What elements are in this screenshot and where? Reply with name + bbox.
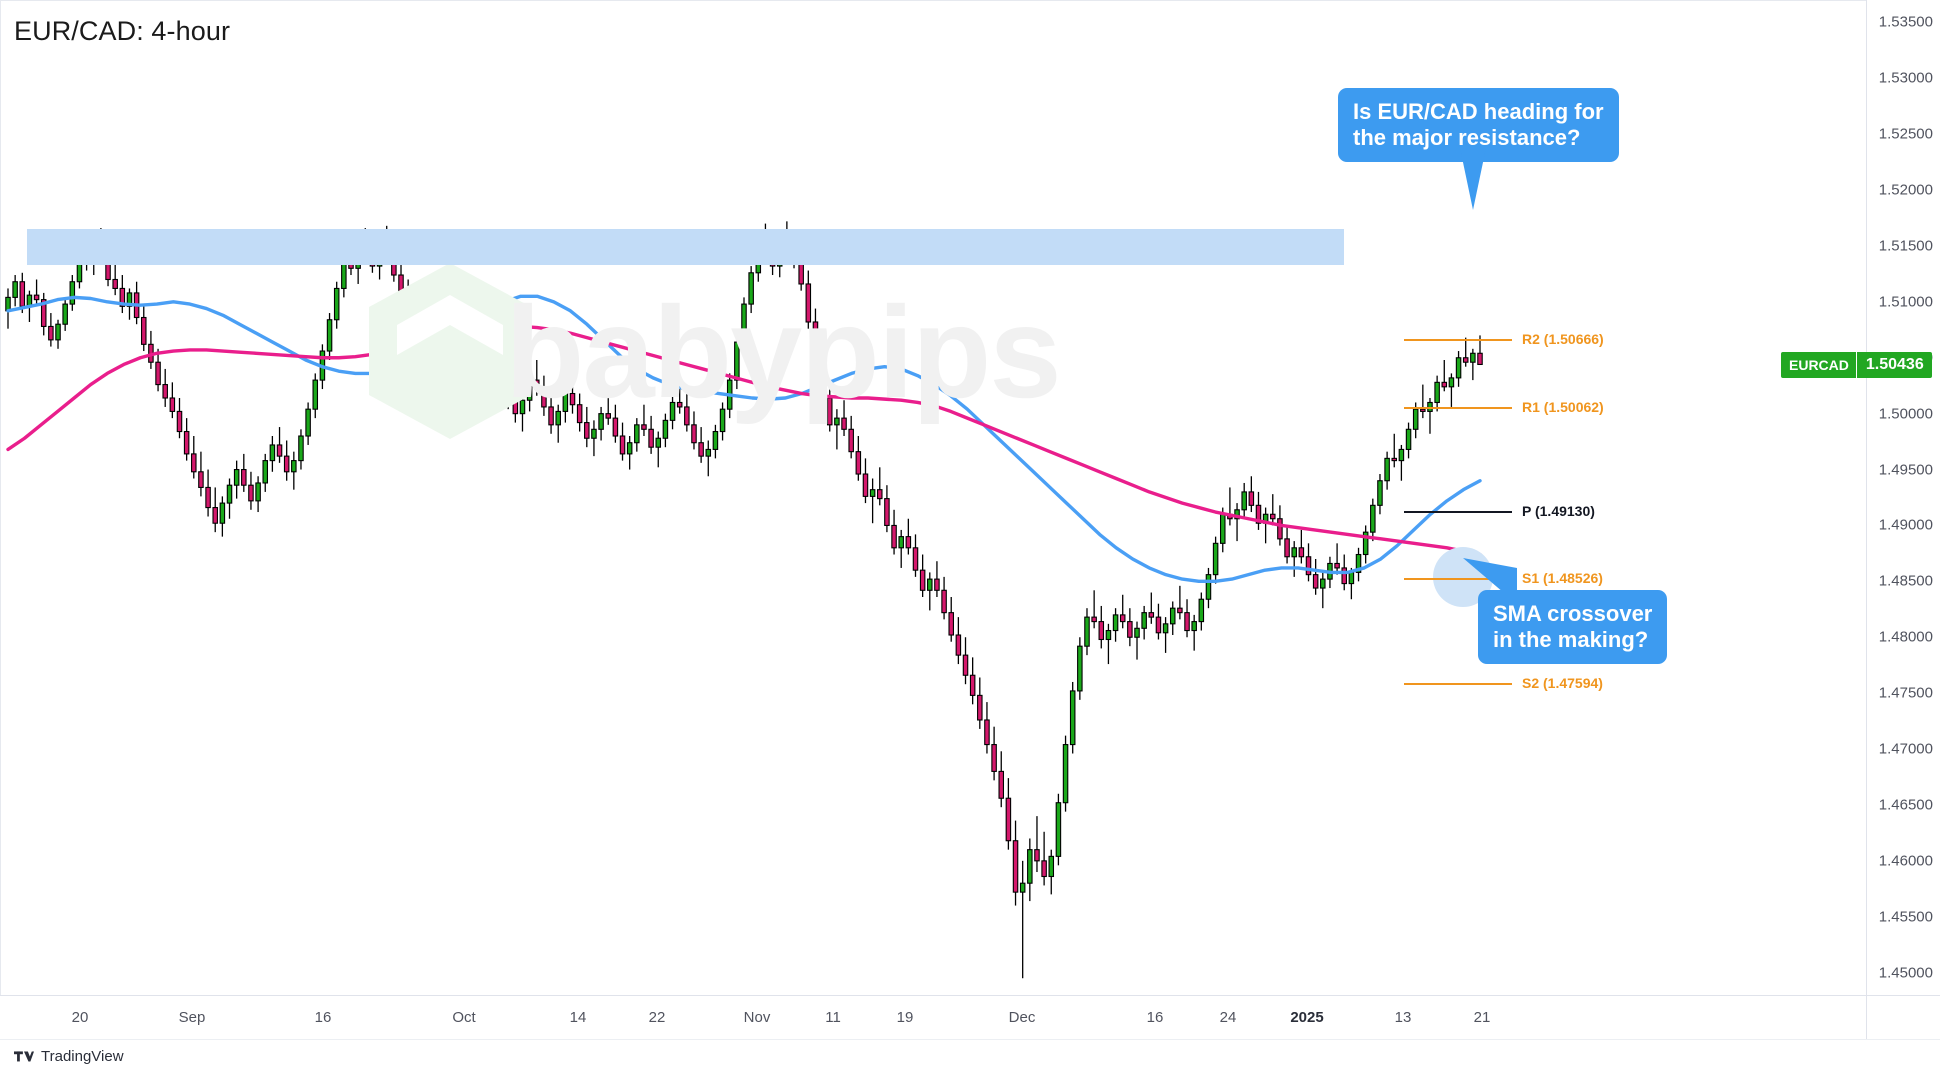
price-axis[interactable]: 1.53500 1.53000 1.52500 1.52000 1.51500 1.510… [1781,0,1940,995]
pivot-line-r2 [1404,339,1512,342]
time-tick-label: Nov [743,1009,771,1026]
pivot-label-s2: S2 (1.47594) [1522,674,1603,691]
price-tick-label: 1.48000 [1878,628,1933,646]
pivot-line-s1 [1404,578,1512,581]
tradingview-branding[interactable]: TradingView [14,1048,124,1065]
price-tick-label: 1.46500 [1878,796,1933,814]
time-tick-label: 22 [648,1009,666,1026]
pane-top-border [0,0,1866,1]
price-tick-label: 1.50000 [1878,405,1933,423]
sma-callout-line2: in the making? [1493,626,1649,652]
time-tick-label: 2025 [1290,1009,1324,1026]
time-tick-label: 16 [314,1009,332,1026]
time-tick-label: 24 [1219,1009,1237,1026]
time-tick-label: Dec [1008,1009,1036,1026]
price-tag-value: 1.50436 [1865,355,1924,373]
pivot-line-p [1404,510,1512,513]
time-tick-label: Sep [178,1009,206,1026]
price-tick-label: 1.45500 [1878,908,1933,926]
time-tick-label: 20 [71,1009,89,1026]
pivot-label-r2: R2 (1.50666) [1522,331,1604,348]
time-tick-label: 16 [1146,1009,1164,1026]
price-tag-symbol: EURCAD [1789,356,1849,373]
pivot-label-p: P (1.49130) [1522,502,1595,519]
price-tick-label: 1.49500 [1878,461,1933,479]
price-tick-label: 1.46000 [1878,852,1933,870]
price-tick-label: 1.52000 [1878,181,1933,199]
sma-callout: SMA crossover in the making? [1478,590,1668,665]
chart-pane[interactable]: babypips R2 (1.50666) R1 (1.50062) P (1.49… [0,0,1866,995]
pivot-line-s2 [1404,682,1512,685]
tradingview-logo-icon [14,1050,34,1061]
pane-left-border [0,0,1,995]
price-tick-label: 1.48500 [1878,572,1933,590]
price-tick-label: 1.51000 [1878,293,1933,311]
price-tick-label: 1.52500 [1878,125,1933,143]
sma-callout-line1: SMA crossover [1493,601,1653,626]
price-tick-label: 1.53000 [1878,69,1933,87]
page-title: EUR/CAD: 4-hour [14,16,231,46]
time-tick-label: 11 [825,1009,841,1026]
resistance-callout-line2: the major resistance? [1353,124,1581,150]
major-resistance-zone [27,229,1344,265]
footer-strip [0,1039,1940,1075]
time-tick-label: 21 [1473,1009,1491,1026]
price-tag-separator [1855,351,1857,378]
price-tick-label: 1.47000 [1878,740,1933,758]
sma-callout-tail [1463,558,1517,604]
price-tick-label: 1.53500 [1878,13,1933,31]
price-tick-label: 1.51500 [1878,237,1933,255]
pivot-label-r1: R1 (1.50062) [1522,398,1604,415]
price-tick-label: 1.45000 [1878,964,1933,982]
price-tick-label: 1.49000 [1878,516,1933,534]
time-axis[interactable]: 20 Sep 16 Oct 14 22 Nov 11 19 Dec 16 24 2025 13 21 [0,995,1866,1040]
time-tick-label: 19 [896,1009,914,1026]
time-tick-label: Oct [452,1009,476,1026]
price-tick-label: 1.47500 [1878,684,1933,702]
resistance-callout-line1: Is EUR/CAD heading for [1353,99,1604,124]
time-tick-label: 13 [1394,1009,1412,1026]
last-price-tag: EURCAD 1.50436 [1781,351,1932,378]
pivot-line-r1 [1404,406,1512,409]
pivot-label-s1: S1 (1.48526) [1522,570,1603,587]
resistance-callout-tail [1460,148,1486,210]
axis-corner [1866,995,1940,1040]
tradingview-label: TradingView [41,1048,124,1065]
time-tick-label: 14 [569,1009,587,1026]
